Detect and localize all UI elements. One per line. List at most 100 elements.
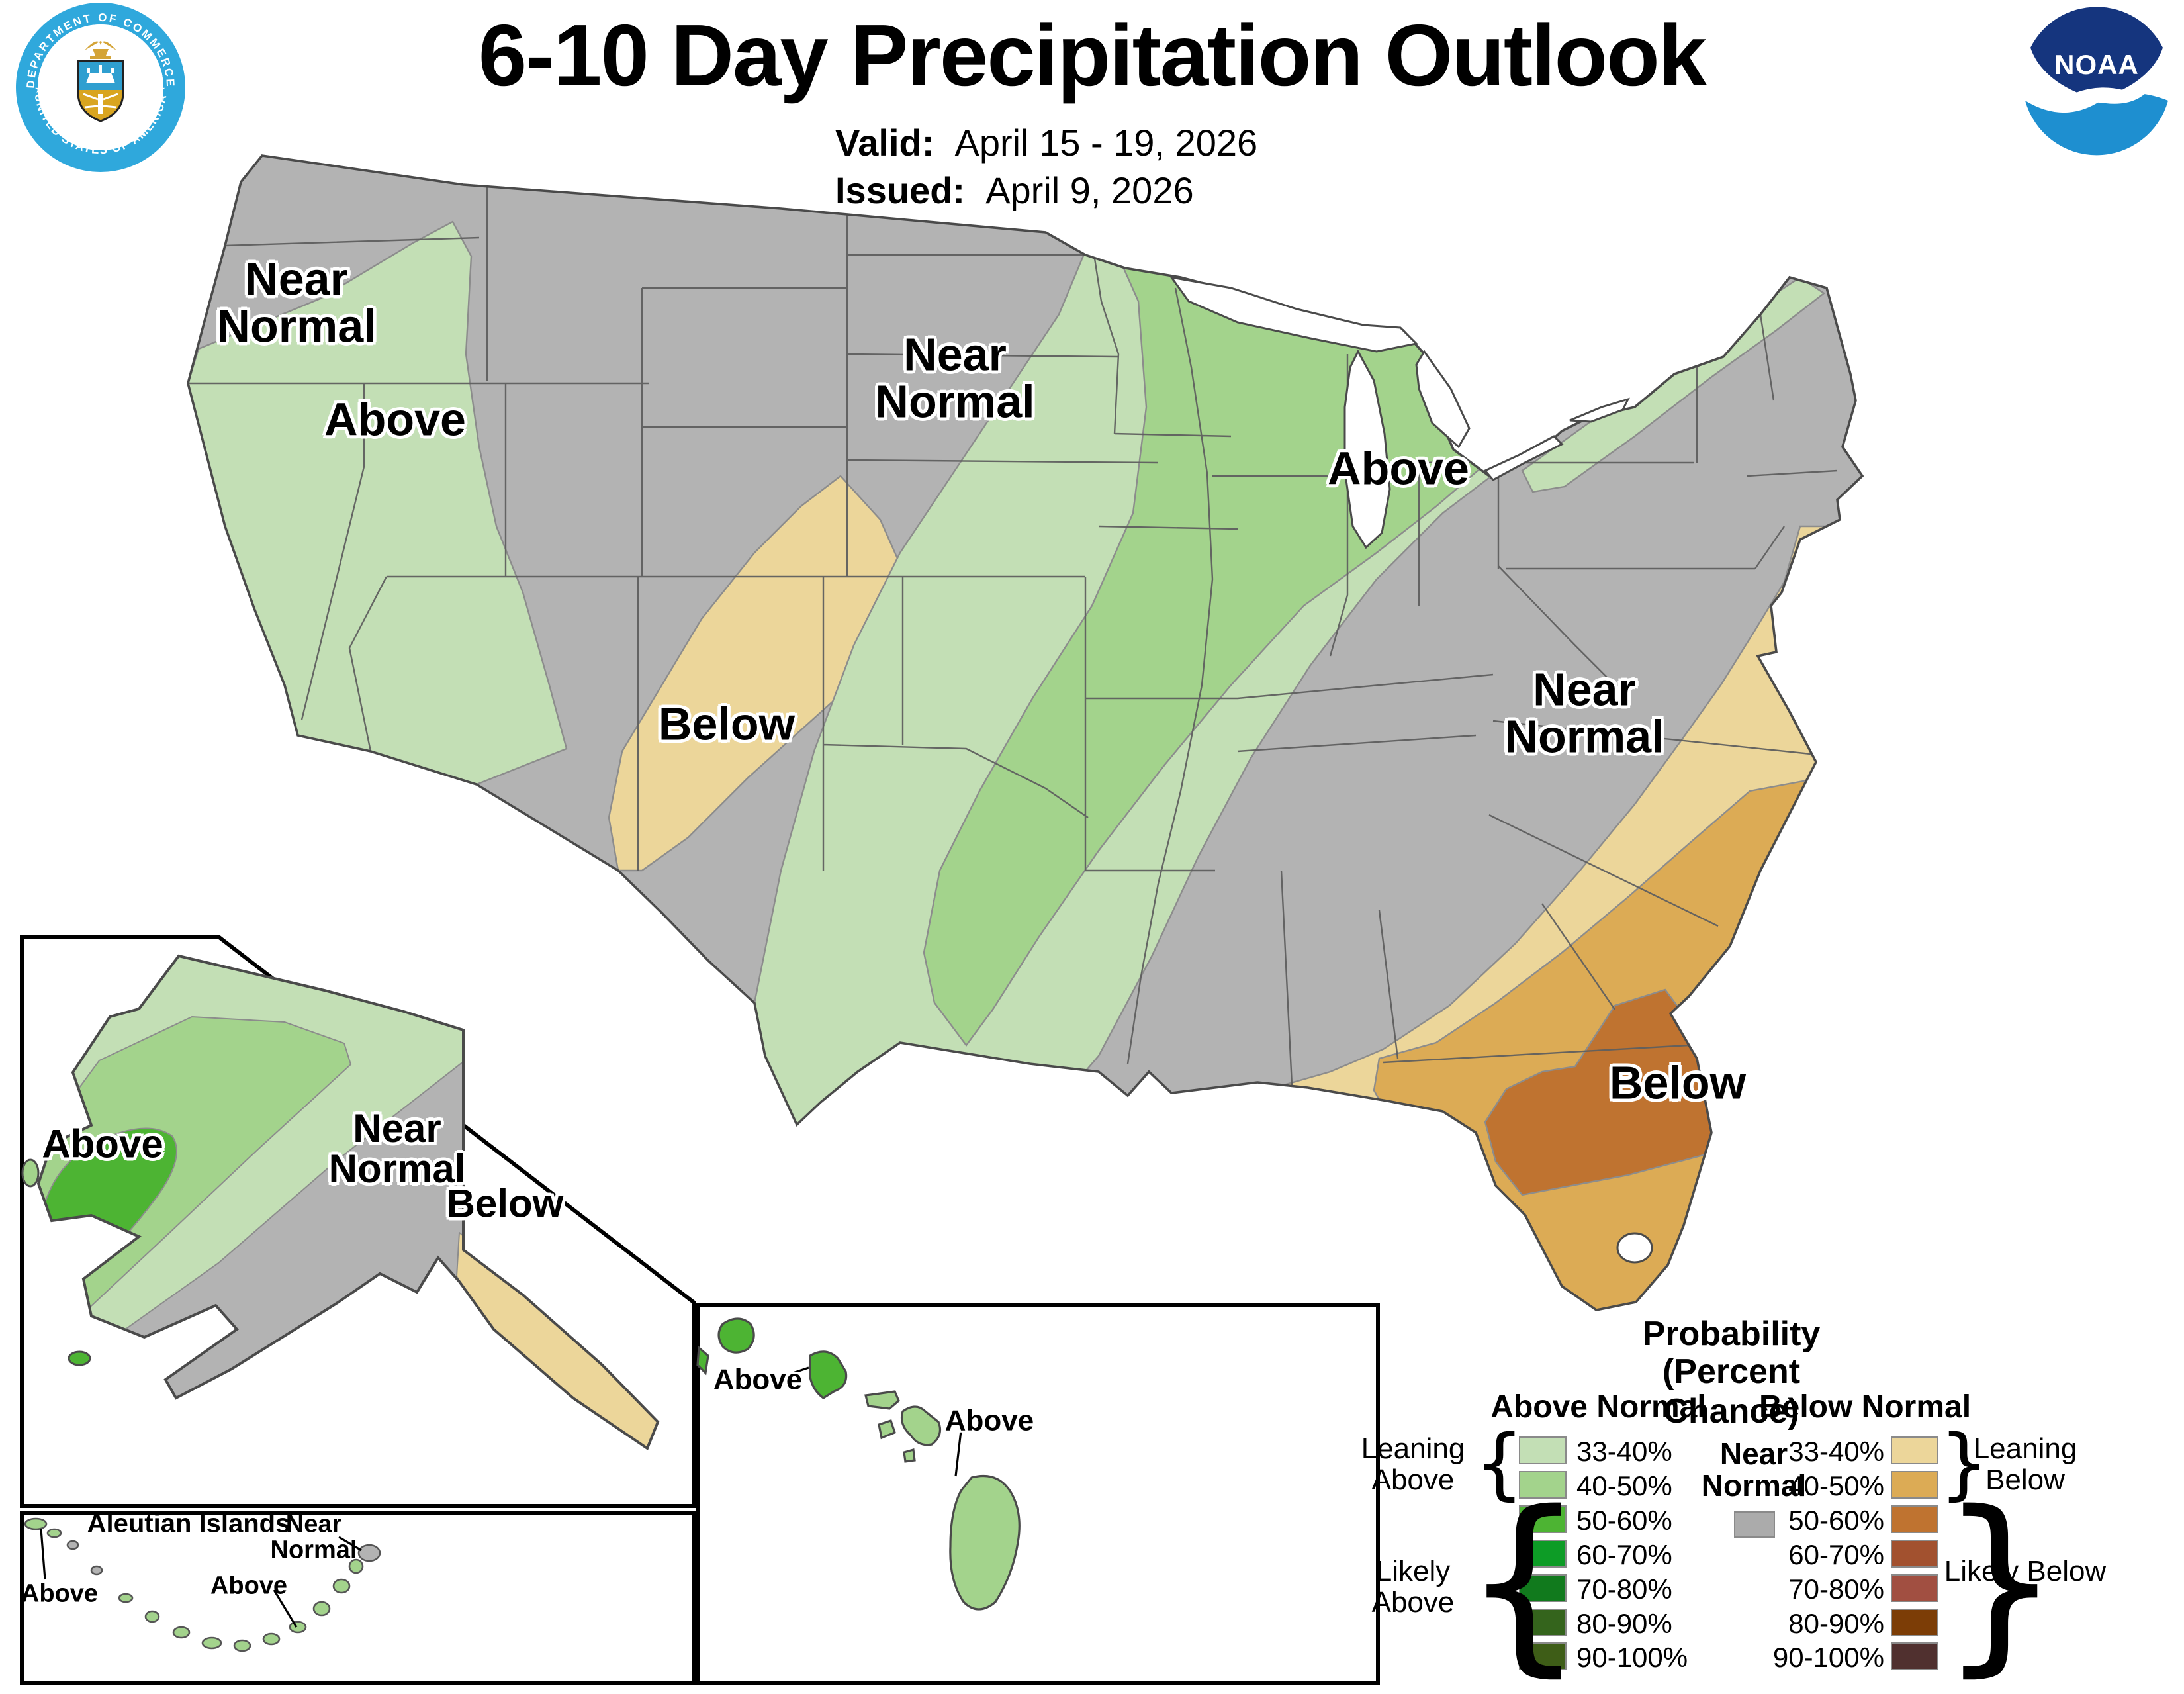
hawaii-above-nw-label: Above [713,1363,803,1396]
legend-swatch-above-70-80 [1519,1574,1567,1602]
island-oahu [809,1350,848,1399]
lake-superior [1169,275,1419,353]
legend-range-above-2: 50-60% [1576,1505,1672,1536]
legend-swatch-above-40-50 [1519,1471,1567,1499]
legend-likely-below-label: Likely Below [1944,1555,2107,1587]
legend-range-above-5: 80-90% [1576,1608,1672,1639]
island-niihau [696,1345,709,1376]
brace-leaning-below: } [1939,1417,1989,1509]
legend-range-below-0: 33-40% [1788,1436,1884,1467]
doc-ring [15,2,186,173]
legend-swatch-below-33-40 [1891,1436,1938,1464]
doc-lighthouse [98,94,103,114]
map-label-alaska-below: Below [446,1181,564,1226]
hawaii-pointer-lines [780,1366,964,1477]
aleutian-near-normal-label: Near Normal [270,1510,357,1564]
brace-likely-below: } [1939,1471,2062,1694]
issued-value: April 9, 2026 [985,169,1194,211]
map-label-central-below: Below [658,698,796,750]
legend-title-line2: (Percent Chance) [1662,1352,1801,1431]
legend-range-above-3: 60-70% [1576,1539,1672,1570]
lake-huron [1415,350,1471,449]
lake-okeechobee [1616,1232,1653,1264]
legend-swatch-below-50-60 [1891,1505,1938,1533]
aleutian-inset [20,1511,696,1685]
issuance-block: Valid: April 15 - 19, 2026 Issued: April… [835,119,1257,214]
island-maui [900,1405,941,1446]
island-kauai [717,1317,755,1354]
hawaii-islands [696,1317,1021,1611]
conus-map [187,154,1864,1311]
legend-range-below-6: 90-100% [1772,1642,1884,1673]
map-label-midwest-above: Above [1328,442,1469,494]
legend-leaning-below-label: Leaning Below [1973,1433,2077,1496]
aleutian-above-west-label: Above [21,1579,99,1608]
legend-range-above-1: 40-50% [1576,1470,1672,1501]
map-label-plains-near-normal: Near Normal [875,328,1035,428]
lake-erie [1483,435,1564,481]
hawaii-inset [696,1303,1380,1685]
legend-near-normal-label: Near Normal [1701,1436,1807,1503]
aleutian-above-east-label: Above [210,1572,288,1600]
doc-shield [77,60,124,122]
map-label-nw-near-normal: Near Normal [216,253,377,352]
brace-leaning-above: { [1475,1417,1525,1509]
valid-line: Valid: April 15 - 19, 2026 [835,119,1257,167]
island-lanai [878,1419,896,1440]
valid-label: Valid: [835,122,934,164]
legend-range-below-2: 50-60% [1788,1505,1884,1536]
alaska-inset [20,935,696,1508]
great-lakes [1169,275,1653,1264]
legend-below-header: Below Normal [1758,1389,1972,1425]
legend-swatch-near-normal [1734,1511,1775,1538]
valid-value: April 15 - 19, 2026 [954,122,1258,164]
map-label-alaska-above: Above [42,1121,163,1166]
legend-range-below-3: 60-70% [1788,1539,1884,1570]
legend-range-below-1: 40-50% [1788,1470,1884,1501]
legend-range-above-0: 33-40% [1576,1436,1672,1467]
aleutian-islands-chain [24,1517,381,1652]
noaa-bird [2050,79,2156,107]
doc-ship [86,73,115,83]
noaa-text: NOAA [2054,49,2139,80]
map-label-east-near-normal: Near Normal [1504,663,1664,763]
alaska-outline [36,954,660,1451]
noaa-logo: NOAA [2023,7,2171,162]
legend-range-below-5: 80-90% [1788,1608,1884,1639]
legend-swatch-above-33-40 [1519,1436,1567,1464]
issued-label: Issued: [835,169,966,211]
legend-above-header: Above Normal [1490,1389,1706,1425]
aleutian-pointer-lines [40,1529,362,1628]
noaa-wave [2025,93,2168,156]
legend-title-line1: Probability [1642,1315,1821,1353]
legend-range-above-4: 70-80% [1576,1574,1672,1605]
island-hawaii [949,1474,1021,1611]
island-molokai [864,1390,900,1410]
legend-leaning-above-label: Leaning Above [1361,1433,1465,1496]
noaa-crest [2030,7,2163,99]
hawaii-inset-border [696,1303,1380,1685]
legend-range-below-4: 70-80% [1788,1574,1884,1605]
legend-swatch-below-60-70 [1891,1540,1938,1568]
conus-outline [187,154,1864,1311]
legend-swatch-above-60-70 [1519,1540,1567,1568]
legend-range-above-6: 90-100% [1576,1642,1688,1673]
map-label-southeast-below: Below [1609,1057,1747,1109]
legend-swatch-below-90-100 [1891,1642,1938,1670]
legend-swatch-below-70-80 [1891,1574,1938,1602]
doc-eagle [85,41,116,59]
ak-islands [21,1158,91,1366]
map-label-west-above: Above [324,393,466,446]
map-label-alaska-near-normal: Near Normal [328,1106,466,1191]
hawaii-above-se-label: Above [944,1404,1034,1437]
aleutian-title: Aleutian Islands [87,1509,291,1538]
doc-star-right: ★ [156,84,165,95]
doc-star-left: ★ [34,84,44,95]
aleutian-inset-border [20,1511,696,1685]
legend-likely-above-label: Likely Above [1371,1555,1455,1619]
legend-swatch-above-50-60 [1519,1505,1567,1533]
legend-swatch-above-90-100 [1519,1642,1567,1670]
legend-swatch-below-80-90 [1891,1609,1938,1636]
region-southeast-below-50 [1484,988,1719,1196]
island-kahoolawe [903,1448,916,1463]
